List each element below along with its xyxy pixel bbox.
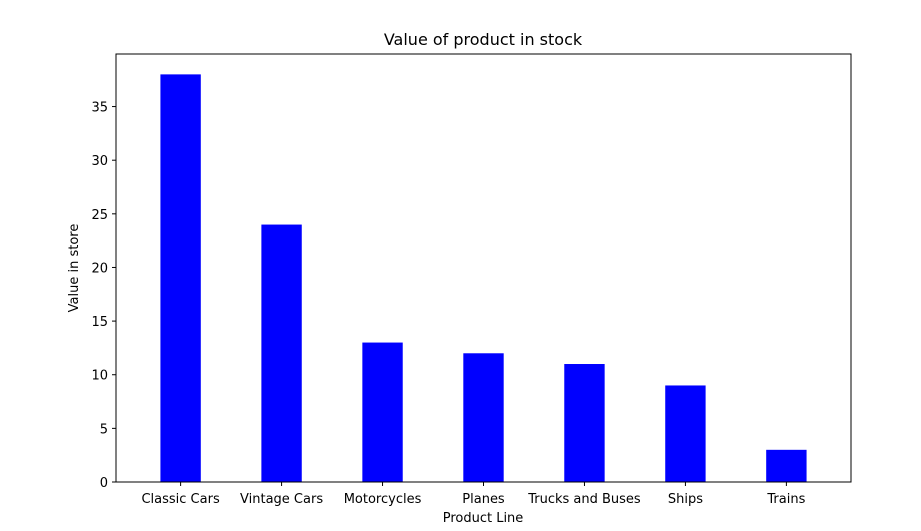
- x-tick-label: Trains: [766, 492, 805, 507]
- bar-motorcycles: [362, 342, 403, 482]
- x-tick-label: Planes: [462, 492, 505, 507]
- y-tick-label: 20: [91, 261, 108, 276]
- x-tick-label: Ships: [668, 492, 703, 507]
- bar-vintage-cars: [261, 224, 302, 482]
- x-tick-label: Trucks and Buses: [527, 492, 641, 507]
- y-axis-label: Value in store: [67, 224, 82, 313]
- x-tick-label: Classic Cars: [141, 492, 219, 507]
- chart-title: Value of product in stock: [384, 30, 583, 49]
- bar-trucks-and-buses: [564, 364, 605, 482]
- x-tick-label: Vintage Cars: [240, 492, 323, 507]
- y-tick-label: 10: [91, 369, 108, 384]
- x-axis-ticks: Classic Cars Vintage Cars Motorcycles Plane…: [141, 482, 806, 507]
- y-tick-label: 15: [91, 315, 108, 330]
- bar-classic-cars: [160, 74, 201, 482]
- bar-trains: [766, 449, 807, 482]
- bars: [160, 74, 807, 482]
- plot-frame: [115, 53, 852, 483]
- y-tick-label: 35: [91, 101, 108, 116]
- x-tick-label: Motorcycles: [344, 492, 422, 507]
- y-tick-label: 0: [100, 476, 108, 491]
- y-axis-ticks: 0 5 10 15 20 25 30 35: [91, 101, 116, 491]
- y-tick-label: 30: [91, 154, 108, 169]
- x-axis-label: Product Line: [443, 511, 524, 526]
- bar-planes: [463, 353, 504, 482]
- bar-ships: [665, 385, 706, 482]
- y-tick-label: 5: [100, 422, 108, 437]
- y-tick-label: 25: [91, 208, 108, 223]
